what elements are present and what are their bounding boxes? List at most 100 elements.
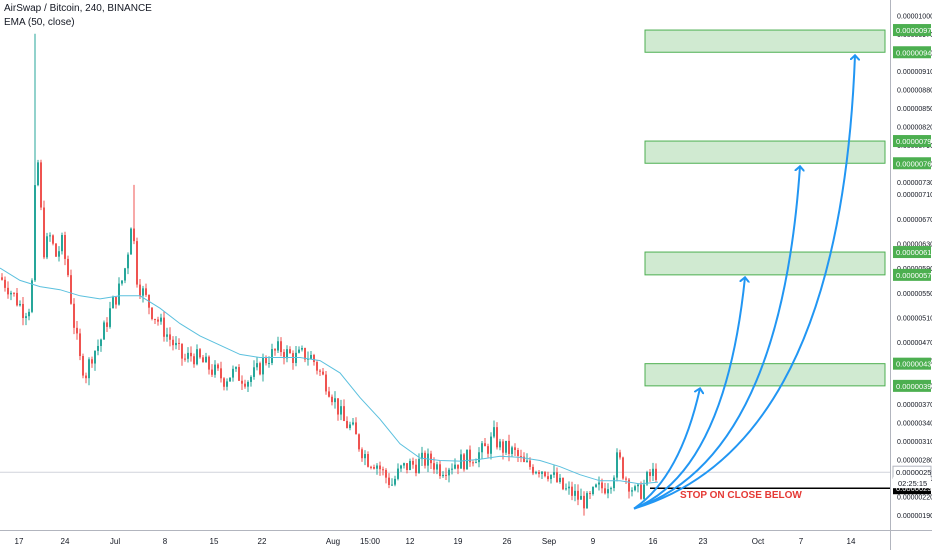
- candle-body: [406, 463, 408, 471]
- candle-body: [373, 466, 375, 469]
- candle-body: [73, 303, 75, 328]
- candle-body: [220, 368, 222, 379]
- candle-body: [382, 469, 384, 471]
- candle-body: [367, 454, 369, 467]
- price-badge-label: 0.00000579: [896, 271, 932, 280]
- candle-body: [232, 368, 234, 378]
- time-tick-label: 24: [61, 537, 70, 546]
- candle-body: [67, 258, 69, 276]
- candle-body: [547, 476, 549, 480]
- price-axis[interactable]: 0.000010000.000009700.000009400.00000910…: [892, 13, 932, 520]
- candle-body: [646, 472, 648, 485]
- candle-body: [121, 280, 123, 284]
- price-tick-label: 0.00000730: [897, 180, 932, 187]
- price-badge-label: 0.00000259: [896, 468, 932, 477]
- candle-body: [397, 468, 399, 479]
- candle-body: [100, 339, 102, 346]
- candle-body: [376, 465, 378, 469]
- candle-body: [160, 317, 162, 322]
- candle-body: [268, 363, 270, 365]
- candle-body: [544, 471, 546, 477]
- time-tick-label: 9: [591, 537, 596, 546]
- candle-body: [46, 236, 48, 258]
- candle-body: [118, 283, 120, 305]
- projection-arrow-3: [633, 166, 800, 510]
- target-zone-1: [644, 29, 886, 53]
- candle-body: [277, 341, 279, 351]
- price-badge-zone: [893, 379, 931, 392]
- time-tick-label: 26: [503, 537, 512, 546]
- time-tick-label: Sep: [542, 537, 557, 546]
- candle-body: [454, 464, 456, 469]
- candles: [1, 33, 657, 516]
- price-tick-label: 0.00000370: [897, 402, 932, 409]
- candle-body: [640, 484, 642, 499]
- candle-body: [40, 162, 42, 208]
- candle-body: [559, 477, 561, 482]
- candle-body: [370, 466, 372, 468]
- projection-arrow-2: [633, 277, 745, 510]
- price-badge-label: 0.00000796: [896, 137, 932, 146]
- candle-body: [82, 356, 84, 376]
- candle-body: [97, 345, 99, 351]
- candle-body: [10, 292, 12, 295]
- time-axis[interactable]: 17 24 Jul 8 15 22 Aug 15:00 12 19 26 Sep 9 16 23 Oct 7 14: [15, 537, 856, 546]
- price-tick-label: 0.00000310: [897, 439, 932, 446]
- candle-body: [403, 463, 405, 466]
- projection-arrow-4: [633, 55, 855, 510]
- plot-area[interactable]: STOP ON CLOSE BELOW: [0, 29, 890, 516]
- candle-body: [631, 490, 633, 492]
- candle-body: [130, 228, 132, 255]
- candle-body: [424, 452, 426, 466]
- countdown-label: 02:25:15: [898, 479, 927, 488]
- price-badge-zone: [893, 46, 931, 59]
- candle-body: [415, 464, 417, 474]
- candle-body: [511, 447, 513, 454]
- candle-body: [505, 440, 507, 453]
- candle-body: [634, 486, 636, 491]
- candle-body: [58, 251, 60, 257]
- candle-body: [178, 342, 180, 344]
- candle-body: [169, 334, 171, 340]
- candle-body: [499, 441, 501, 448]
- candle-body: [331, 396, 333, 403]
- candle-body: [61, 234, 63, 252]
- candle-body: [550, 474, 552, 480]
- candle-body: [325, 374, 327, 392]
- candle-body: [352, 422, 354, 425]
- candle-body: [556, 472, 558, 482]
- price-tick-label: 0.00000550: [897, 291, 932, 298]
- candle-body: [223, 378, 225, 387]
- candle-body: [589, 493, 591, 495]
- candle-body: [625, 478, 627, 480]
- candle-body: [622, 457, 624, 479]
- candle-body: [79, 333, 81, 357]
- price-badge-label: 0.00000233: [896, 484, 932, 493]
- candle-body: [13, 292, 15, 294]
- candle-body: [340, 406, 342, 415]
- candle-body: [115, 296, 117, 305]
- candle-body: [328, 391, 330, 397]
- candle-body: [568, 486, 570, 489]
- stop-label: STOP ON CLOSE BELOW: [680, 490, 802, 501]
- candle-body: [412, 460, 414, 465]
- candle-body: [433, 463, 435, 470]
- candle-body: [595, 484, 597, 487]
- candle-body: [283, 352, 285, 359]
- time-tick-label: 14: [847, 537, 856, 546]
- candle-body: [298, 349, 300, 353]
- candle-body: [481, 443, 483, 453]
- candle-body: [616, 452, 618, 478]
- candle-body: [496, 427, 498, 448]
- candle-body: [427, 453, 429, 466]
- candle-body: [466, 449, 468, 470]
- candle-body: [109, 308, 111, 327]
- candle-body: [517, 450, 519, 456]
- price-tick-label: 0.00000470: [897, 340, 932, 347]
- candle-body: [508, 440, 510, 454]
- candle-body: [94, 350, 96, 364]
- candle-body: [493, 427, 495, 437]
- candle-body: [139, 284, 141, 296]
- candle-body: [541, 471, 543, 474]
